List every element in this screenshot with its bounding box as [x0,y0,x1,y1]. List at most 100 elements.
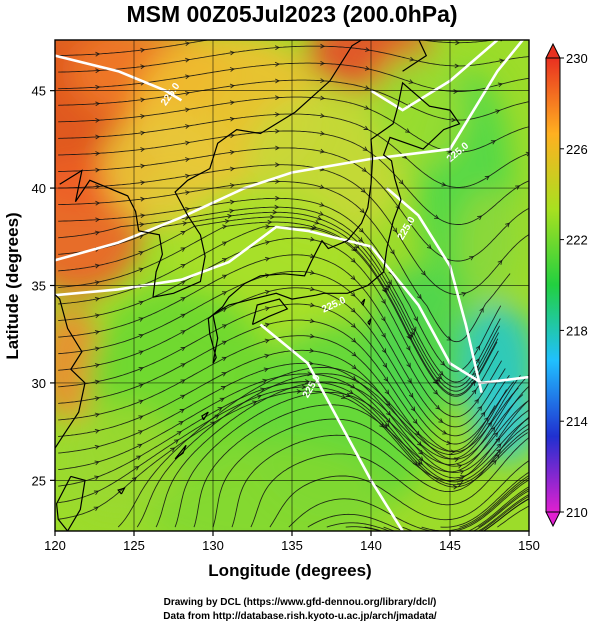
streamline-arrow [140,97,146,103]
streamline-arrow [352,246,358,252]
streamline-arrow [140,147,146,152]
streamline-27 [58,45,529,73]
streamline-arrow [138,251,144,256]
streamline-arrow [426,244,432,250]
streamline-arrow [309,348,315,353]
streamline-arrow [229,50,235,56]
streamline-arrow [493,432,499,438]
streamline-arrow [94,428,100,434]
streamline-arrow [358,237,363,243]
streamline-arrow [275,162,280,168]
streamline-arrow [95,200,101,206]
streamline-arrow [138,399,144,405]
streamline-arrow [94,296,100,302]
streamline-arrow [95,151,101,156]
streamline-28 [58,40,498,57]
y-tick-label-40: 40 [32,181,46,196]
streamline-arrow [221,274,228,280]
streamline-arrow [140,213,146,219]
coastline-11 [361,298,366,307]
field-blob-11 [134,441,387,531]
streamline-arrow [434,214,440,219]
streamline-48 [478,488,529,528]
streamline-arrow [140,64,146,70]
streamline-arrow [354,243,360,249]
x-tick-label-150: 150 [518,538,540,553]
x-tick-label-145: 145 [439,538,461,553]
streamline-arrow [173,439,179,444]
streamline-arrow [435,404,441,410]
streamline-arrow [320,27,324,31]
chart-title: MSM 00Z05Jul2023 (200.0hPa) [126,1,457,27]
coastline-2 [152,40,363,298]
streamline-arrow [409,56,415,62]
streamline-43 [383,494,529,531]
streamline-arrow [309,333,315,339]
gridlines [55,40,529,531]
y-tick-label-35: 35 [32,279,46,294]
streamline-arrow [360,188,366,193]
streamline-arrow [456,482,462,488]
streamline-arrow [176,431,182,436]
streamline-arrow [260,387,266,393]
streamline-32 [174,374,529,528]
streamline-arrow [416,441,422,447]
streamline-arrow [221,324,228,329]
streamline-arrow [140,130,146,136]
streamline-arrow [274,204,280,210]
coastline-5 [55,293,86,384]
streamline-arrow [229,116,235,122]
streamline-arrow [180,247,186,252]
streamline-arrow [94,280,100,285]
streamline-arrow [140,113,146,119]
streamline-arrow [365,29,369,33]
streamline-arrow [221,340,227,346]
streamline-arrow [309,236,315,242]
streamline-arrow [471,389,477,395]
streamline-arrow [362,146,368,151]
streamline-arrow [435,377,441,382]
y-tick-label-30: 30 [32,376,46,391]
streamline-35 [231,416,529,528]
streamline-arrow [267,219,273,225]
coastline-4 [402,40,428,72]
streamline-arrow [265,224,271,230]
streamline-arrow [361,167,367,172]
streamline-arrow [179,408,185,414]
colorbar-label-222: 222 [566,233,588,248]
x-tick-label-130: 130 [202,538,224,553]
streamline-arrow [229,100,235,106]
streamline-arrow [264,322,270,328]
streamline-arrow [358,227,364,233]
streamline-30 [136,373,507,528]
x-tick-label-125: 125 [123,538,145,553]
streamline-arrow [137,443,143,449]
streamline-arrow [217,407,223,412]
streamline-arrow [387,279,392,285]
x-tick-label-140: 140 [360,538,382,553]
streamline-arrow [390,249,395,255]
streamline-arrow [138,430,144,435]
streamline-arrow [319,148,325,154]
streamline-arrow [185,107,191,113]
streamline-arrow [496,443,502,449]
streamline-arrow [364,85,370,90]
streamline-arrow [381,316,386,322]
streamline-arrow [412,419,418,425]
streamline-arrow [454,63,460,69]
streamline-arrow [274,61,280,67]
streamline-arrow [93,490,99,495]
streamline-31 [155,375,521,528]
streamline-arrow [384,389,390,395]
streamline-arrow [138,267,144,273]
streamline-arrow [170,447,176,453]
streamline-arrow [264,289,271,295]
streamline-arrow [453,89,459,94]
streamline-arrow [490,140,496,145]
streamline-29 [117,367,496,528]
streamline-arrow [363,125,369,130]
streamline-arrow [134,466,140,471]
streamline-arrow [469,256,475,261]
streamline-arrow [275,112,280,117]
streamline-38 [288,479,529,531]
